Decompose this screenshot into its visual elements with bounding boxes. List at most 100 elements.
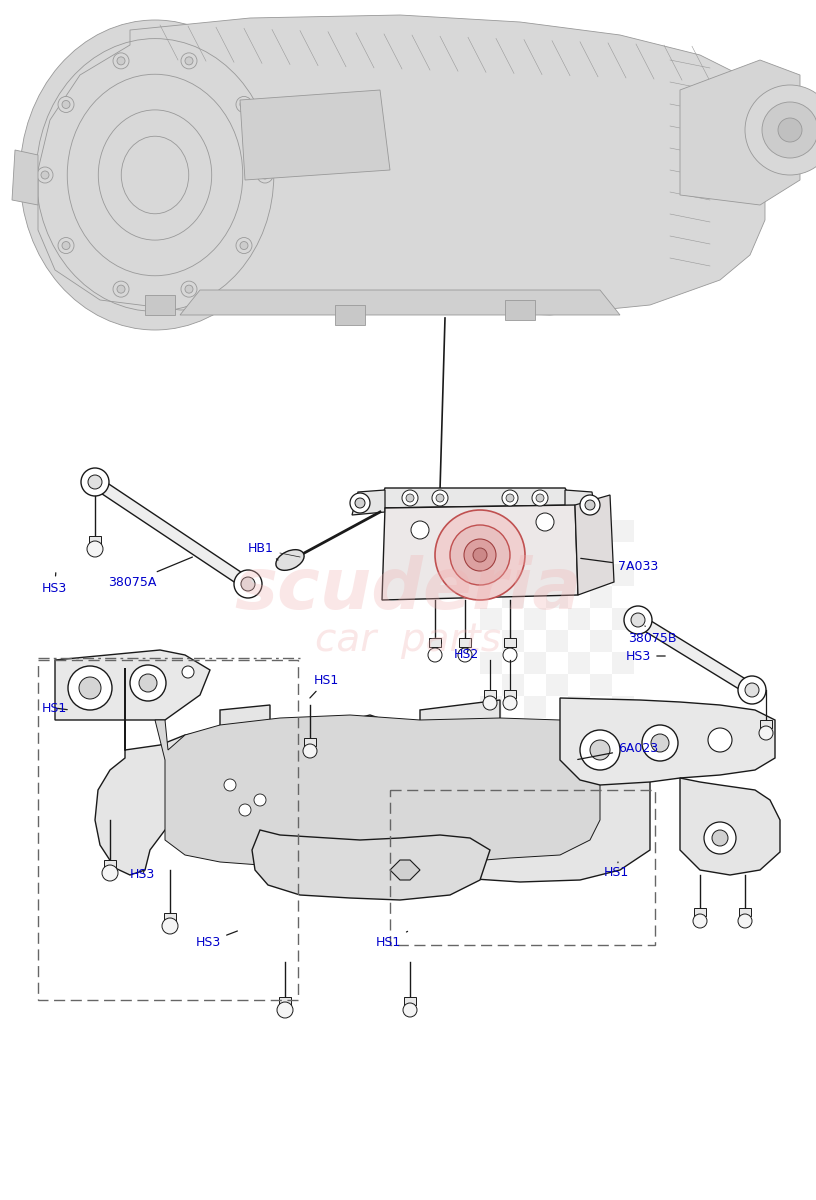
Circle shape: [62, 101, 70, 108]
Circle shape: [759, 726, 773, 740]
Bar: [590, 630, 612, 652]
Bar: [524, 564, 546, 586]
Circle shape: [708, 728, 732, 752]
Circle shape: [464, 539, 496, 571]
Circle shape: [402, 490, 418, 506]
Bar: [760, 720, 772, 728]
Bar: [504, 690, 516, 698]
Bar: [568, 564, 590, 586]
Circle shape: [37, 167, 53, 182]
Polygon shape: [95, 668, 650, 882]
Polygon shape: [680, 778, 780, 875]
Circle shape: [81, 468, 109, 496]
Bar: [502, 630, 524, 652]
Circle shape: [458, 648, 472, 662]
Circle shape: [642, 725, 678, 761]
Bar: [612, 608, 634, 630]
Bar: [694, 908, 706, 916]
Circle shape: [181, 53, 197, 68]
Circle shape: [693, 914, 707, 928]
Circle shape: [502, 490, 518, 506]
Bar: [568, 652, 590, 674]
Circle shape: [261, 170, 269, 179]
Circle shape: [185, 286, 193, 293]
Text: HS2: HS2: [454, 648, 479, 661]
Ellipse shape: [20, 20, 290, 330]
Circle shape: [355, 498, 365, 508]
Circle shape: [303, 744, 317, 758]
Bar: [524, 520, 546, 542]
Bar: [484, 690, 496, 698]
Bar: [480, 696, 502, 718]
Circle shape: [58, 96, 74, 113]
Bar: [89, 536, 101, 544]
Bar: [546, 674, 568, 696]
Polygon shape: [390, 860, 420, 880]
Polygon shape: [55, 650, 210, 720]
Circle shape: [41, 170, 49, 179]
Bar: [546, 586, 568, 608]
Circle shape: [130, 665, 166, 701]
Circle shape: [436, 494, 444, 502]
Circle shape: [536, 514, 554, 530]
Circle shape: [241, 577, 255, 590]
Polygon shape: [352, 490, 385, 515]
Circle shape: [240, 241, 248, 250]
Bar: [480, 520, 502, 542]
Circle shape: [712, 830, 728, 846]
Bar: [546, 630, 568, 652]
Text: HS3: HS3: [42, 572, 67, 594]
Circle shape: [277, 1002, 293, 1018]
Bar: [404, 997, 416, 1006]
Circle shape: [350, 493, 370, 514]
Polygon shape: [38, 14, 765, 314]
Circle shape: [745, 85, 816, 175]
Bar: [335, 305, 365, 325]
Circle shape: [432, 490, 448, 506]
Polygon shape: [180, 290, 620, 314]
Text: HS3: HS3: [130, 869, 155, 882]
Circle shape: [590, 740, 610, 760]
Circle shape: [239, 804, 251, 816]
Text: 7A033: 7A033: [581, 558, 659, 572]
Bar: [590, 674, 612, 696]
Circle shape: [580, 494, 600, 515]
Circle shape: [181, 281, 197, 298]
Circle shape: [117, 56, 125, 65]
Circle shape: [406, 494, 414, 502]
Circle shape: [224, 779, 236, 791]
Polygon shape: [565, 490, 596, 518]
Circle shape: [113, 53, 129, 68]
Circle shape: [762, 102, 816, 158]
Circle shape: [88, 475, 102, 490]
Bar: [590, 586, 612, 608]
Circle shape: [117, 286, 125, 293]
Circle shape: [503, 696, 517, 710]
Circle shape: [704, 822, 736, 854]
Circle shape: [411, 521, 429, 539]
Bar: [104, 860, 116, 868]
Circle shape: [58, 238, 74, 253]
Bar: [480, 564, 502, 586]
Bar: [505, 300, 535, 320]
Bar: [612, 564, 634, 586]
Bar: [504, 638, 516, 647]
Circle shape: [651, 734, 669, 752]
Polygon shape: [382, 505, 578, 600]
Text: 38075A: 38075A: [108, 557, 193, 588]
Bar: [524, 652, 546, 674]
Circle shape: [536, 494, 544, 502]
Polygon shape: [378, 488, 575, 508]
Circle shape: [580, 730, 620, 770]
Bar: [304, 738, 316, 746]
Circle shape: [102, 865, 118, 881]
Circle shape: [236, 96, 252, 113]
Polygon shape: [252, 830, 490, 900]
Bar: [502, 586, 524, 608]
Bar: [612, 696, 634, 718]
Bar: [480, 608, 502, 630]
Circle shape: [473, 548, 487, 562]
Bar: [164, 913, 176, 922]
Circle shape: [624, 606, 652, 634]
Circle shape: [182, 666, 194, 678]
